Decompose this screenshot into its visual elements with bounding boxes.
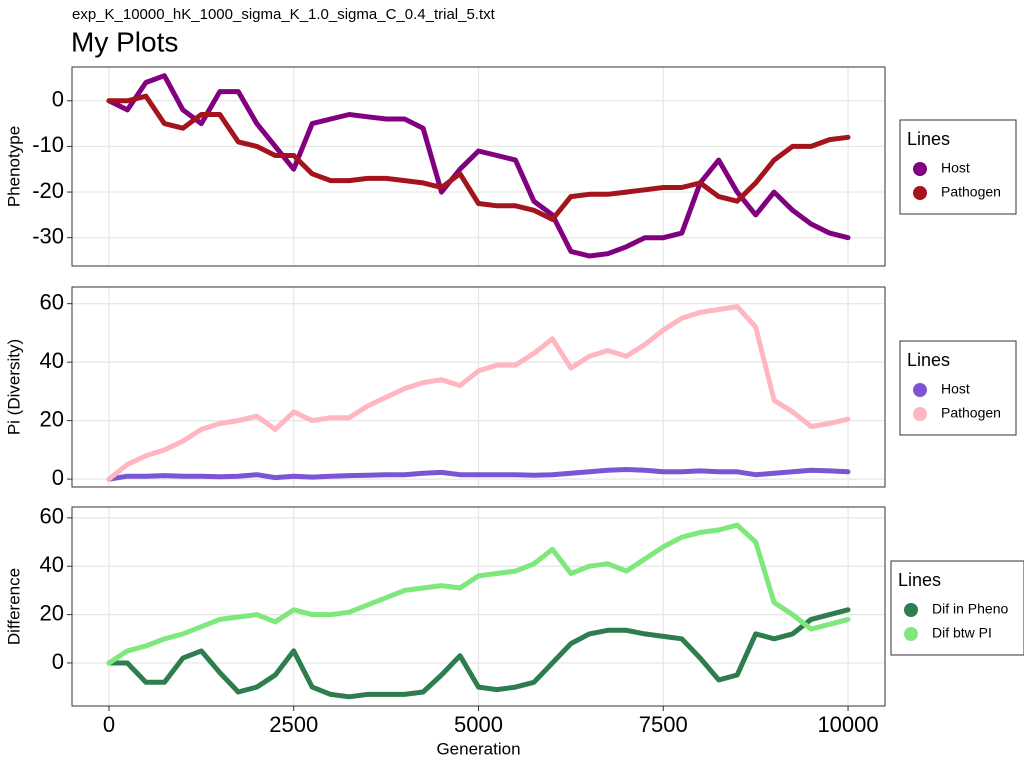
y-axis-title: Pi (Diversity) (4, 339, 23, 435)
y-tick-label: -30 (32, 224, 64, 249)
y-tick-label: 40 (40, 552, 64, 577)
legend-label: Pathogen (941, 405, 1001, 421)
title: My Plots (71, 26, 178, 57)
panel-border (71, 506, 886, 707)
legend-label: Pathogen (941, 184, 1001, 200)
y-tick-label: 40 (40, 348, 64, 373)
legend-label: Host (941, 381, 970, 397)
x-axis-title: Generation (436, 739, 520, 758)
legend-label: Dif btw PI (932, 625, 992, 641)
legend-title: Lines (898, 570, 941, 590)
y-tick-label: 20 (40, 406, 64, 431)
x-tick-label: 10000 (817, 712, 878, 737)
panel-border (71, 66, 886, 267)
x-tick-label: 2500 (269, 712, 318, 737)
y-tick-label: 0 (52, 87, 64, 112)
data-line (106, 522, 851, 666)
x-tick-label: 5000 (454, 712, 503, 737)
legend-label: Host (941, 160, 970, 176)
y-axis-title: Difference (4, 568, 23, 645)
data-line (106, 73, 851, 259)
data-line (106, 304, 851, 482)
y-axis-title: Phenotype (4, 126, 23, 207)
data-line (106, 93, 851, 222)
data-line (106, 467, 851, 482)
legend-swatch (913, 383, 927, 397)
y-tick-label: -10 (32, 132, 64, 157)
legend-swatch (904, 627, 918, 641)
y-tick-label: 60 (40, 504, 64, 529)
legend-swatch (913, 407, 927, 421)
legend-swatch (913, 162, 927, 176)
legend-label: Dif in Pheno (932, 601, 1008, 617)
y-tick-label: 0 (52, 649, 64, 674)
data-line (106, 607, 851, 700)
y-tick-label: 20 (40, 600, 64, 625)
subtitle: exp_K_10000_hK_1000_sigma_K_1.0_sigma_C_… (72, 6, 496, 23)
y-tick-label: 0 (52, 465, 64, 490)
panel: -30 -20 -10 0 Phenotype Lines Host Pathogen (4, 66, 1017, 267)
legend-swatch (904, 603, 918, 617)
panel-border (71, 286, 886, 488)
x-tick-label: 7500 (639, 712, 688, 737)
legend-swatch (913, 186, 927, 200)
x-tick-label: 0 (103, 712, 115, 737)
panel: 0 20 40 60 Pi (Diversity) Lines Host Pathogen (4, 286, 1017, 490)
panel: 0 2500 5000 7500 10000 0 20 40 60 Difference Gener… (4, 504, 1024, 758)
y-tick-label: -20 (32, 178, 64, 203)
y-tick-label: 60 (40, 289, 64, 314)
legend-title: Lines (907, 350, 950, 370)
legend-title: Lines (907, 129, 950, 149)
